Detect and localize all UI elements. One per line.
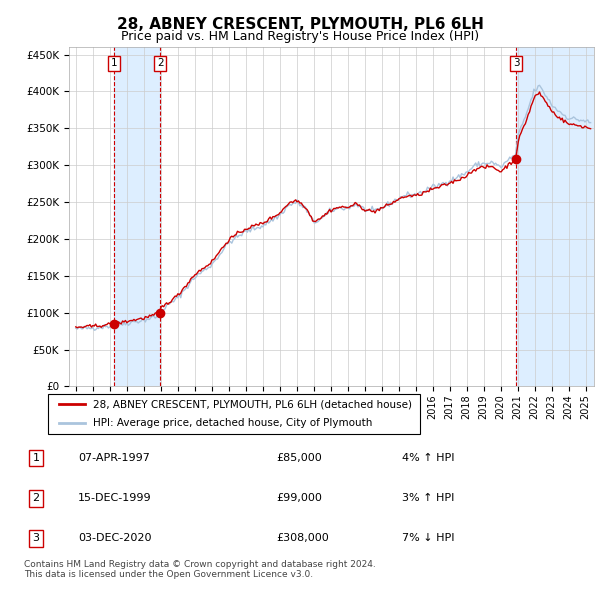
Text: 07-APR-1997: 07-APR-1997 — [78, 453, 150, 463]
Text: 1: 1 — [32, 453, 40, 463]
Text: 03-DEC-2020: 03-DEC-2020 — [78, 533, 151, 543]
Text: Price paid vs. HM Land Registry's House Price Index (HPI): Price paid vs. HM Land Registry's House … — [121, 30, 479, 43]
Text: 28, ABNEY CRESCENT, PLYMOUTH, PL6 6LH: 28, ABNEY CRESCENT, PLYMOUTH, PL6 6LH — [116, 17, 484, 32]
Text: 2: 2 — [157, 58, 163, 68]
Text: £99,000: £99,000 — [276, 493, 322, 503]
Text: Contains HM Land Registry data © Crown copyright and database right 2024.
This d: Contains HM Land Registry data © Crown c… — [24, 560, 376, 579]
Text: 1: 1 — [111, 58, 118, 68]
Text: 2: 2 — [32, 493, 40, 503]
Text: 3: 3 — [32, 533, 40, 543]
Text: £308,000: £308,000 — [276, 533, 329, 543]
Text: £85,000: £85,000 — [276, 453, 322, 463]
Text: 15-DEC-1999: 15-DEC-1999 — [78, 493, 152, 503]
Text: 7% ↓ HPI: 7% ↓ HPI — [402, 533, 455, 543]
Text: 28, ABNEY CRESCENT, PLYMOUTH, PL6 6LH (detached house): 28, ABNEY CRESCENT, PLYMOUTH, PL6 6LH (d… — [92, 399, 412, 409]
Text: 3: 3 — [513, 58, 520, 68]
Bar — [516, 47, 594, 386]
Text: 3% ↑ HPI: 3% ↑ HPI — [402, 493, 454, 503]
Text: 4% ↑ HPI: 4% ↑ HPI — [402, 453, 455, 463]
FancyBboxPatch shape — [48, 394, 420, 434]
Bar — [115, 47, 160, 386]
Text: HPI: Average price, detached house, City of Plymouth: HPI: Average price, detached house, City… — [92, 418, 372, 428]
